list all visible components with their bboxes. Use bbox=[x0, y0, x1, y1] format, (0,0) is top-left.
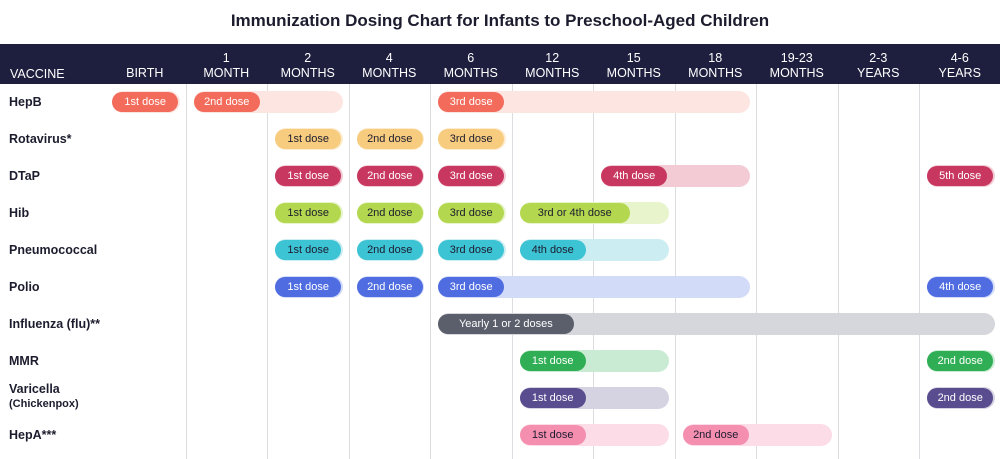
column-header: BIRTH bbox=[104, 44, 186, 84]
dose-pill: 2nd dose bbox=[356, 129, 423, 149]
dose-pill: 5th dose bbox=[927, 166, 994, 186]
vaccine-name-text: Influenza (flu)** bbox=[9, 317, 100, 331]
vaccine-name: HepB bbox=[9, 95, 42, 109]
dose-pill: 3rd or 4th dose bbox=[519, 203, 630, 223]
dose-pill: 1st dose bbox=[275, 277, 342, 297]
column-header: 6 MONTHS bbox=[430, 44, 512, 84]
grid-line bbox=[511, 84, 513, 459]
dose-pill: 1st dose bbox=[519, 388, 586, 408]
dose-pill: 1st dose bbox=[519, 425, 586, 445]
vaccine-name: Hib bbox=[9, 206, 29, 220]
vaccine-name: Varicella (Chickenpox) bbox=[9, 382, 79, 411]
column-header-label: 6 bbox=[467, 51, 475, 65]
dose-pill: 2nd dose bbox=[927, 388, 994, 408]
dose-pill: 1st dose bbox=[275, 203, 342, 223]
grid-line bbox=[837, 84, 839, 459]
column-header: 1 MONTH bbox=[186, 44, 268, 84]
column-header-unit: MONTHS bbox=[688, 66, 743, 80]
grid-line bbox=[430, 84, 431, 459]
dose-pill: 2nd dose bbox=[356, 277, 423, 297]
vaccine-column-header: VACCINE bbox=[10, 67, 65, 81]
column-header-label: 1 bbox=[222, 51, 230, 65]
grid-line bbox=[919, 84, 920, 459]
dose-pill: 2nd dose bbox=[356, 166, 423, 186]
dose-pill: 4th dose bbox=[601, 166, 668, 186]
column-header: 4-6 YEARS bbox=[919, 44, 1000, 84]
vaccine-name: DTaP bbox=[9, 169, 40, 183]
column-header-unit: MONTHS bbox=[606, 66, 661, 80]
grid-line bbox=[674, 84, 676, 459]
column-header: 12 MONTHS bbox=[512, 44, 594, 84]
column-header-label: 19-23 bbox=[780, 51, 813, 65]
dose-pill: Yearly 1 or 2 doses bbox=[438, 314, 574, 334]
column-header-label: 18 bbox=[708, 51, 723, 65]
dose-pill: 3rd dose bbox=[438, 240, 505, 260]
grid-line bbox=[348, 84, 350, 459]
grid-line bbox=[185, 84, 187, 459]
column-header: 18 MONTHS bbox=[675, 44, 757, 84]
dose-range bbox=[438, 313, 995, 335]
dose-pill: 3rd dose bbox=[438, 277, 505, 297]
vaccine-name-text: Hib bbox=[9, 206, 30, 220]
column-header-unit: MONTHS bbox=[769, 66, 824, 80]
column-header-label: 2 bbox=[304, 51, 312, 65]
vaccine-name-text: Pneumococcal bbox=[9, 243, 98, 257]
vaccine-name-text: HepA*** bbox=[9, 428, 57, 442]
dose-pill: 1st dose bbox=[275, 240, 342, 260]
column-header-unit: MONTHS bbox=[525, 66, 580, 80]
grid-line bbox=[267, 84, 268, 459]
column-header-unit: MONTHS bbox=[362, 66, 417, 80]
column-header: 15 MONTHS bbox=[593, 44, 675, 84]
vaccine-name-text: HepB bbox=[9, 95, 42, 109]
grid-line bbox=[593, 84, 594, 459]
column-header-label: BIRTH bbox=[126, 66, 164, 80]
dose-pill: 1st dose bbox=[275, 129, 342, 149]
column-header-label: 2-3 bbox=[869, 51, 888, 65]
dose-pill: 2nd dose bbox=[927, 351, 994, 371]
column-header-label: 4 bbox=[385, 51, 393, 65]
dose-pill: 3rd dose bbox=[438, 92, 505, 112]
dose-pill: 3rd dose bbox=[438, 166, 505, 186]
dose-pill: 3rd dose bbox=[438, 129, 505, 149]
column-header-unit: YEARS bbox=[857, 66, 900, 80]
vaccine-name: Rotavirus* bbox=[9, 132, 72, 146]
dose-pill: 3rd dose bbox=[438, 203, 505, 223]
column-header: 2-3 YEARS bbox=[838, 44, 920, 84]
vaccine-name: Influenza (flu)** bbox=[9, 317, 100, 331]
dose-pill: 2nd dose bbox=[193, 92, 260, 112]
dose-pill: 1st dose bbox=[519, 351, 586, 371]
table-header: VACCINE BIRTH 1 MONTH 2 MONTHS 4 MONTHS 6 MONTHS… bbox=[0, 44, 1000, 84]
dose-pill: 1st dose bbox=[112, 92, 179, 112]
dose-pill: 2nd dose bbox=[682, 425, 749, 445]
column-header: 2 MONTHS bbox=[267, 44, 349, 84]
vaccine-name: Pneumococcal bbox=[9, 243, 97, 257]
column-header-unit: MONTHS bbox=[280, 66, 335, 80]
column-header: 4 MONTHS bbox=[349, 44, 431, 84]
dose-pill: 4th dose bbox=[519, 240, 586, 260]
vaccine-name: HepA*** bbox=[9, 428, 56, 442]
vaccine-name-text: Polio bbox=[9, 280, 40, 294]
dose-range bbox=[438, 91, 750, 113]
vaccine-name-text: Rotavirus* bbox=[9, 132, 72, 146]
column-header-label: 15 bbox=[626, 51, 641, 65]
vaccine-name-sub: (Chickenpox) bbox=[9, 398, 79, 410]
dose-pill: 4th dose bbox=[927, 277, 994, 297]
column-header-label: 12 bbox=[545, 51, 560, 65]
column-header-unit: MONTHS bbox=[443, 66, 498, 80]
vaccine-name-text: DTaP bbox=[9, 169, 41, 183]
vaccine-name: MMR bbox=[9, 354, 39, 368]
vaccine-name-text: MMR bbox=[9, 354, 39, 368]
chart-title: Immunization Dosing Chart for Infants to… bbox=[230, 11, 770, 30]
dose-range bbox=[438, 276, 750, 298]
grid-line bbox=[756, 84, 757, 459]
column-header-unit: MONTH bbox=[203, 66, 250, 80]
column-header: 19-23 MONTHS bbox=[756, 44, 838, 84]
vaccine-name-text: Varicella bbox=[9, 382, 60, 396]
dose-pill: 2nd dose bbox=[356, 240, 423, 260]
dose-pill: 1st dose bbox=[275, 166, 342, 186]
dose-pill: 2nd dose bbox=[356, 203, 423, 223]
column-header-unit: YEARS bbox=[938, 66, 981, 80]
vaccine-name: Polio bbox=[9, 280, 40, 294]
column-header-label: 4-6 bbox=[950, 51, 969, 65]
